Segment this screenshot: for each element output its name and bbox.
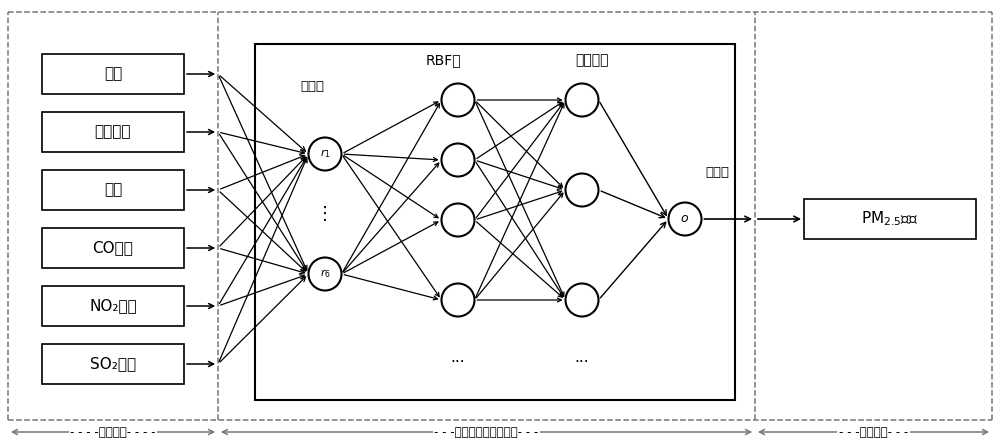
Circle shape [566, 84, 598, 117]
Text: 输入层: 输入层 [300, 80, 324, 94]
FancyBboxPatch shape [804, 199, 976, 239]
Text: 规则化层: 规则化层 [575, 53, 609, 67]
Circle shape [442, 203, 475, 236]
Circle shape [442, 283, 475, 316]
FancyBboxPatch shape [42, 344, 184, 384]
Circle shape [566, 174, 598, 206]
Text: $o$: $o$ [680, 213, 690, 225]
FancyBboxPatch shape [42, 228, 184, 268]
Text: - - -自组织模糊神经网络- - -: - - -自组织模糊神经网络- - - [434, 426, 539, 438]
FancyBboxPatch shape [42, 286, 184, 326]
Text: NO₂浓度: NO₂浓度 [89, 298, 137, 313]
Text: ···: ··· [451, 354, 465, 370]
FancyBboxPatch shape [42, 112, 184, 152]
Text: RBF层: RBF层 [425, 53, 461, 67]
Circle shape [442, 144, 475, 176]
Text: 温度: 温度 [104, 66, 122, 81]
Text: ⋮: ⋮ [316, 205, 334, 223]
Text: ···: ··· [575, 354, 589, 370]
Text: $r_1$: $r_1$ [320, 148, 330, 160]
Text: $r_6$: $r_6$ [320, 267, 330, 280]
Circle shape [442, 84, 475, 117]
Circle shape [308, 137, 342, 171]
Circle shape [668, 202, 702, 236]
FancyBboxPatch shape [255, 44, 735, 400]
Text: CO浓度: CO浓度 [93, 240, 133, 255]
Text: 相对湿度: 相对湿度 [95, 125, 131, 140]
Text: SO₂浓度: SO₂浓度 [90, 357, 136, 371]
Circle shape [308, 258, 342, 290]
Text: - - -预测变量- - -: - - -预测变量- - - [839, 426, 908, 438]
FancyBboxPatch shape [42, 170, 184, 210]
Circle shape [566, 283, 598, 316]
FancyBboxPatch shape [42, 54, 184, 94]
Text: 风速: 风速 [104, 183, 122, 198]
Text: 输出层: 输出层 [705, 165, 729, 179]
Text: PM$_{2.5}$浓度: PM$_{2.5}$浓度 [861, 210, 919, 229]
Text: - - - -辅助变量- - - -: - - - -辅助变量- - - - [70, 426, 156, 438]
